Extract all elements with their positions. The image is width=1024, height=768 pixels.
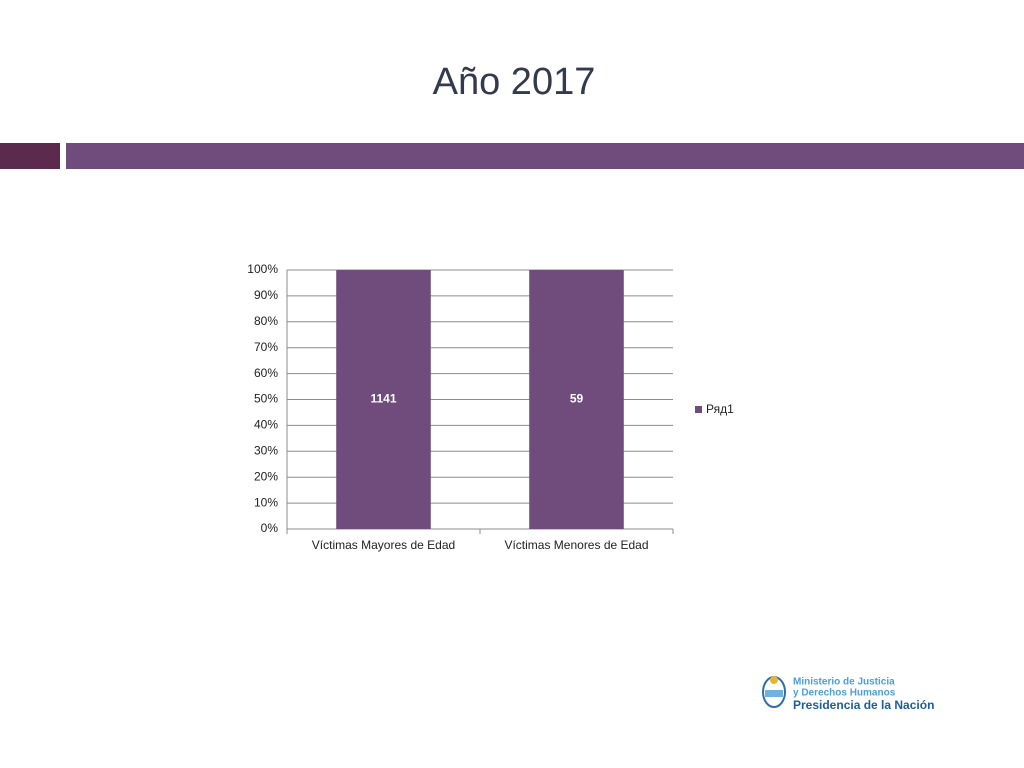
logo-name: Presidencia de la Nación [793, 698, 934, 712]
y-tick-label: 20% [254, 469, 278, 483]
legend-label: Ряд1 [706, 402, 734, 416]
data-label: 1141 [370, 392, 396, 406]
y-tick-label: 100% [247, 262, 278, 276]
y-tick-label: 50% [254, 392, 278, 406]
logo-line: Ministerio de Justicia [793, 677, 895, 688]
y-tick-label: 10% [254, 495, 278, 509]
bar [529, 270, 624, 529]
data-label: 59 [570, 392, 584, 406]
x-tick-label: Víctimas Menores de Edad [504, 538, 648, 552]
y-tick-label: 60% [254, 366, 278, 380]
y-tick-label: 30% [254, 443, 278, 457]
x-tick-label: Víctimas Mayores de Edad [312, 538, 455, 552]
accent-block [0, 143, 60, 169]
y-tick-label: 90% [254, 288, 278, 302]
logo: Ministerio de Justicia y Derechos Humano… [762, 676, 934, 712]
y-tick-label: 0% [261, 521, 279, 535]
slide-title: Año 2017 [433, 61, 596, 103]
bar [336, 270, 431, 529]
emblem-sun [770, 676, 778, 684]
logo-line: y Derechos Humanos [793, 688, 896, 699]
emblem-band [765, 690, 783, 697]
legend-swatch [695, 406, 702, 413]
accent-bar [66, 143, 1024, 169]
y-tick-label: 70% [254, 340, 278, 354]
y-tick-label: 40% [254, 418, 278, 432]
y-tick-label: 80% [254, 314, 278, 328]
